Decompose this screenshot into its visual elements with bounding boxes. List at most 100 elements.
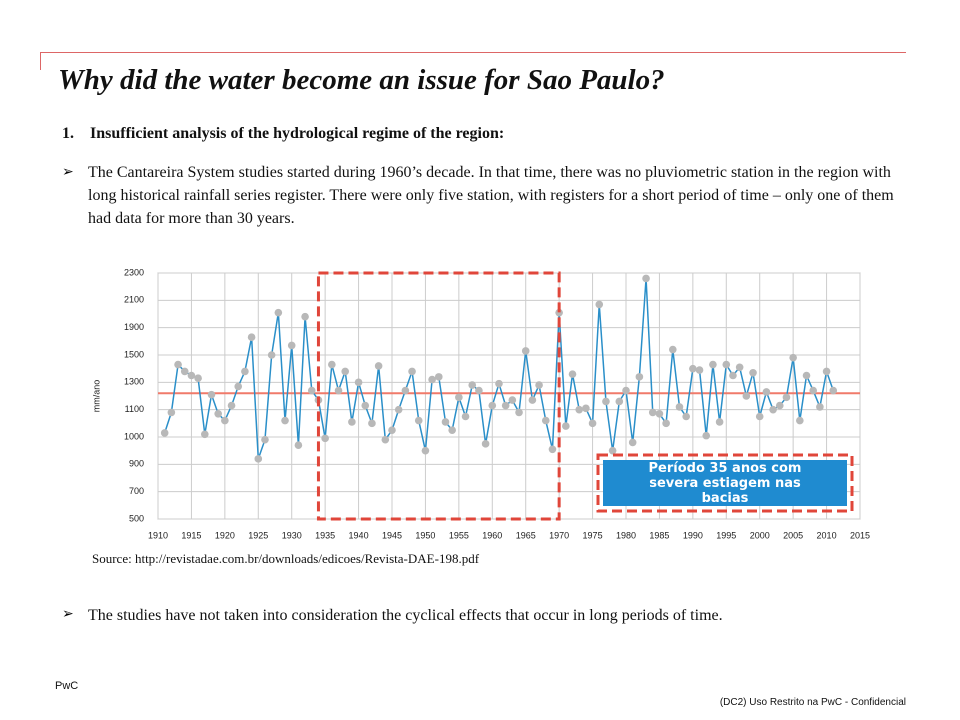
data-point — [635, 373, 644, 381]
x-tick-label: 1950 — [415, 530, 435, 540]
data-point — [528, 396, 537, 404]
x-tick-label: 1975 — [583, 530, 603, 540]
data-point — [468, 381, 477, 389]
x-tick-label: 1970 — [549, 530, 569, 540]
data-point — [201, 430, 209, 439]
x-tick-label: 1930 — [282, 530, 302, 540]
data-line — [163, 278, 834, 460]
data-point — [167, 408, 176, 417]
data-point — [702, 431, 711, 440]
y-tick-label: 700 — [129, 486, 144, 496]
data-point — [495, 379, 503, 388]
data-point — [816, 403, 824, 411]
data-point — [414, 416, 423, 425]
x-tick-label: 2015 — [850, 530, 870, 540]
callout-text: Período 35 anos com severa estiagem nas … — [648, 460, 802, 506]
x-tick-label: 2005 — [783, 530, 803, 540]
data-point — [461, 412, 470, 421]
data-point — [481, 440, 490, 448]
data-point — [548, 445, 557, 454]
callout-box: Período 35 anos com severa estiagem nas … — [648, 460, 802, 506]
data-point — [321, 434, 329, 443]
y-tick-label: 500 — [129, 513, 144, 523]
y-tick-label: 1100 — [125, 404, 144, 414]
x-tick-label: 1945 — [382, 530, 402, 540]
x-tick-label: 1910 — [148, 530, 168, 540]
data-point — [608, 446, 617, 455]
data-point — [535, 381, 543, 389]
data-point — [381, 435, 390, 444]
data-point — [602, 397, 610, 406]
data-point — [735, 363, 744, 372]
x-tick-label: 1960 — [482, 530, 502, 540]
data-point — [615, 397, 624, 406]
data-point — [394, 405, 403, 414]
data-point — [541, 416, 550, 425]
source: Source: http://revistadae.com.br/downloa… — [92, 551, 480, 566]
data-point — [775, 401, 784, 410]
data-point — [294, 441, 303, 450]
data-point — [435, 373, 443, 381]
data-point — [448, 426, 456, 434]
data-point — [689, 364, 697, 373]
data-point — [254, 455, 263, 463]
y-tick-label: 1300 — [124, 377, 144, 387]
data-point — [695, 366, 704, 374]
footer-right: (DC2) Uso Restrito na PwC - Confidencial — [719, 697, 906, 708]
data-point — [709, 360, 717, 369]
bullet-text: The studies have not taken into consider… — [88, 607, 723, 624]
title: Why did the water become an issue for Sa… — [58, 64, 665, 96]
x-tick-label: 1990 — [683, 530, 703, 540]
data-point — [488, 401, 497, 410]
x-tick-label: 1940 — [349, 530, 369, 540]
data-point — [575, 405, 583, 414]
data-point — [802, 371, 811, 380]
data-point — [221, 416, 229, 425]
data-point — [822, 367, 831, 376]
data-point — [274, 308, 283, 317]
data-point — [334, 386, 343, 395]
data-point — [722, 360, 731, 369]
data-point — [642, 274, 650, 283]
data-point — [762, 388, 771, 396]
data-point — [669, 345, 677, 354]
data-point — [421, 446, 430, 455]
callout-border — [596, 453, 854, 513]
data-point — [568, 370, 577, 378]
data-point — [555, 308, 563, 317]
data-point — [729, 371, 737, 380]
data-point — [769, 405, 777, 414]
data-point — [361, 401, 370, 410]
data-point — [441, 418, 450, 426]
data-point — [588, 419, 597, 428]
data-point — [508, 396, 517, 404]
data-point — [789, 353, 797, 362]
data-point — [234, 382, 243, 391]
data-point — [662, 419, 670, 428]
data-point — [287, 341, 296, 350]
point-heading: 1. Insufficient analysis of the hydrolog… — [62, 125, 505, 142]
x-tick-label: 2000 — [750, 530, 770, 540]
data-point — [755, 412, 764, 421]
bullet-arrow: ➢ — [62, 607, 74, 622]
data-point — [194, 374, 202, 383]
y-tick-label: 2100 — [124, 295, 144, 305]
data-point — [428, 375, 436, 384]
highlight-box — [316, 271, 561, 521]
data-point — [388, 426, 396, 434]
data-point — [455, 393, 463, 402]
data-point — [348, 418, 356, 426]
data-point — [408, 367, 416, 376]
data-point — [475, 386, 483, 395]
data-point — [214, 409, 222, 418]
data-point — [829, 386, 838, 395]
y-tick-label: 1000 — [124, 431, 144, 441]
data-point — [227, 401, 236, 410]
data-point — [655, 409, 664, 418]
x-tick-label: 1925 — [248, 530, 268, 540]
x-tick-label: 1965 — [516, 530, 536, 540]
data-point — [582, 404, 590, 413]
data-point — [782, 393, 791, 402]
y-tick-label: 2300 — [124, 267, 144, 277]
y-tick-label: 1900 — [124, 322, 144, 332]
